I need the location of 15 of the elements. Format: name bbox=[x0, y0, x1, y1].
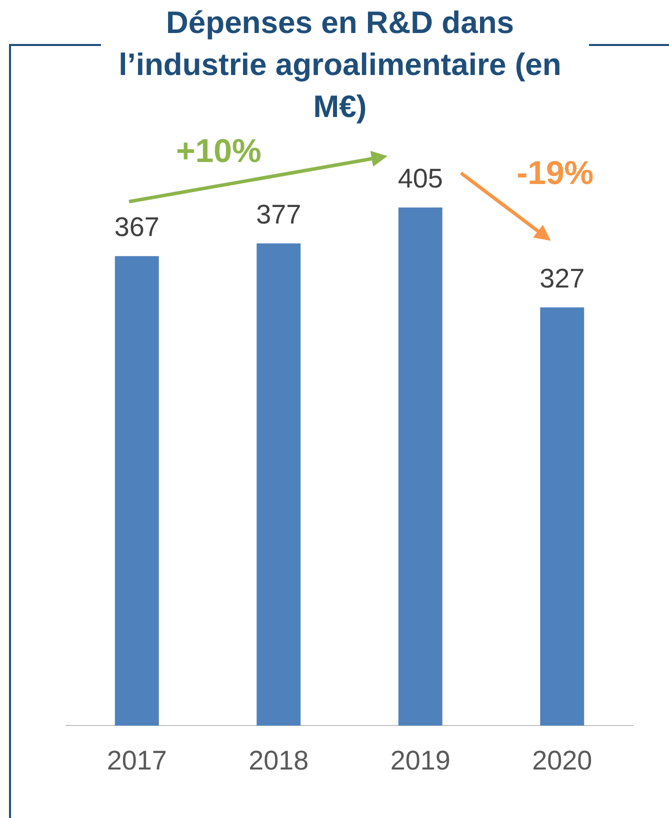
data-label: 405 bbox=[398, 164, 443, 194]
bar bbox=[398, 208, 442, 726]
x-tick-label: 2020 bbox=[532, 745, 592, 776]
x-tick-label: 2019 bbox=[390, 745, 450, 776]
x-tick-label: 2017 bbox=[106, 745, 167, 776]
data-label: 327 bbox=[540, 263, 585, 294]
bar bbox=[540, 307, 584, 726]
bar bbox=[114, 256, 159, 726]
bar bbox=[256, 243, 301, 726]
data-label: 367 bbox=[114, 212, 160, 242]
text: +10% bbox=[176, 132, 262, 170]
data-label: 377 bbox=[256, 199, 302, 230]
chart-title: Dépenses en R&D dans l’industrie agroalimentaire (en M€) bbox=[118, 4, 562, 126]
x-tick-label: 2018 bbox=[248, 745, 309, 776]
text: -19% bbox=[516, 154, 594, 192]
